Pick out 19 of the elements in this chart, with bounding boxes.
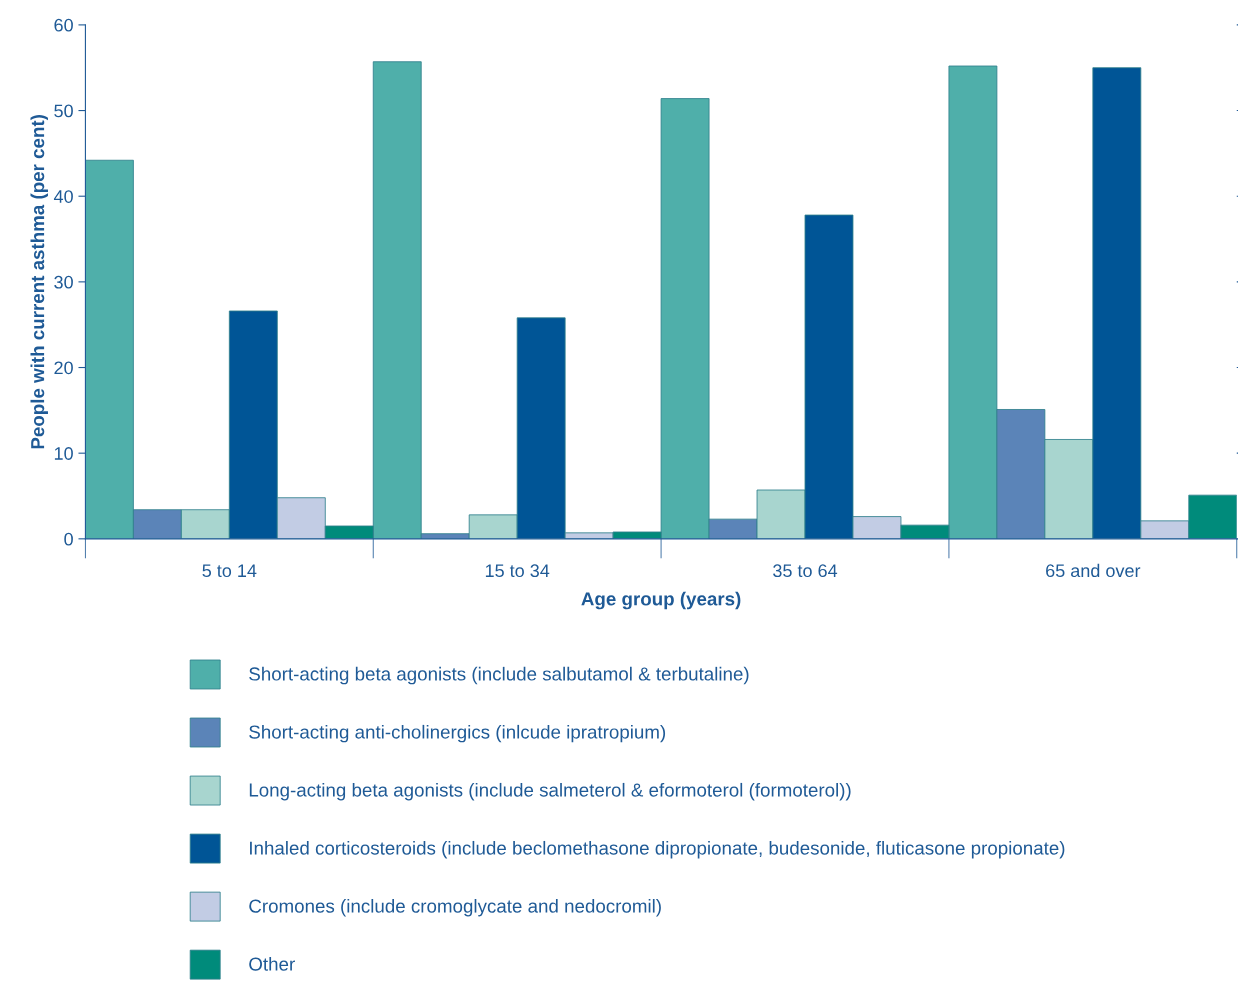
y-tick-label: 50 (54, 104, 73, 118)
x-tick-label: 15 to 34 (485, 564, 550, 578)
y-tick-label: 60 (54, 18, 73, 32)
legend-label: Inhaled corticosteroids (include beclomethasone dipropionate, budesonide, fluticasone propionate) (250, 840, 1065, 859)
x-tick-label: 5 to 14 (202, 564, 257, 578)
x-tick-label: 65 and over (1046, 563, 1141, 578)
legend-label: Long-acting beta agonists (include salmeterol & eformoterol (formoterol)) (249, 782, 851, 801)
y-tick-label: 0 (64, 532, 73, 546)
x-tick-label: 35 to 64 (773, 564, 838, 578)
legend-label: Cromones (include cromoglycate and nedocromil) (249, 898, 661, 917)
legend-label: Short-acting anti-cholinergics (inlcude ipratropium) (249, 724, 666, 743)
legend-label: Other (249, 957, 295, 971)
y-tick-label: 40 (53, 190, 73, 203)
y-tick-label: 20 (54, 361, 73, 375)
y-tick-label: 10 (54, 447, 73, 460)
y-tick-label: 30 (54, 275, 73, 289)
y-axis-title: People with current asthma (per cent) (30, 115, 48, 449)
legend-label: Short-acting beta agonists (include salbutamol & terbutaline) (249, 666, 749, 685)
x-axis-title: Age group (years) (581, 591, 741, 610)
